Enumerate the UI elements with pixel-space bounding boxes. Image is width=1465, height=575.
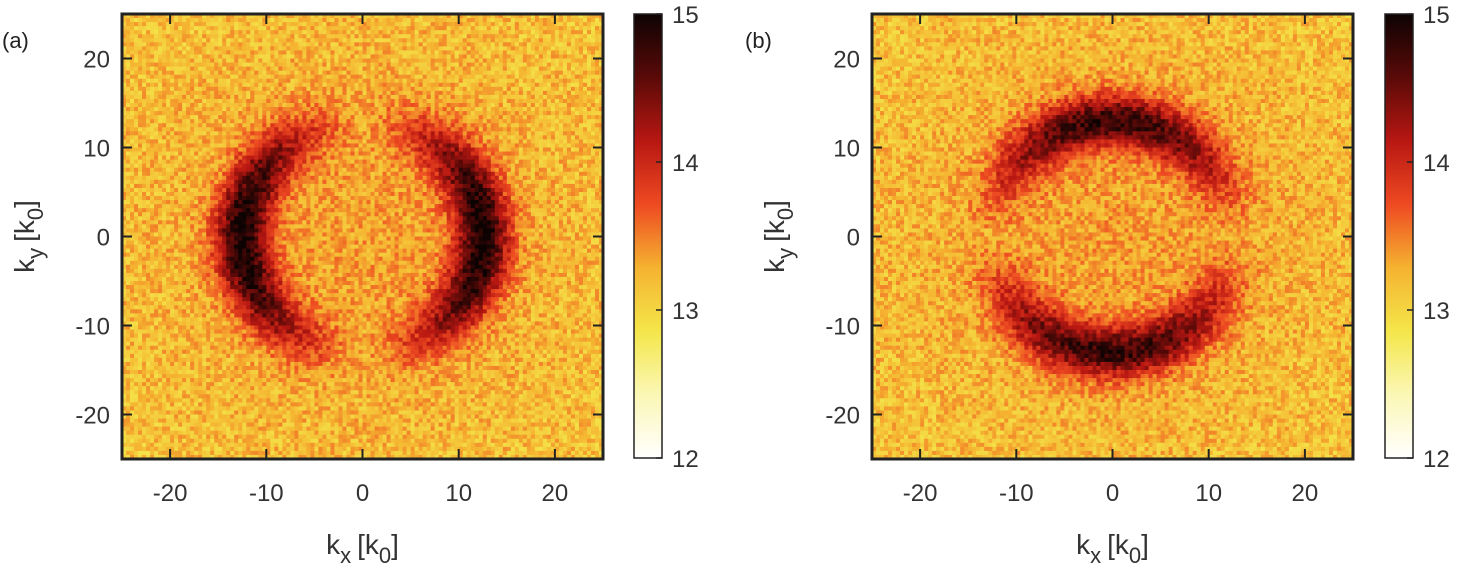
y-tick-label: 0 — [97, 225, 110, 252]
colorbar-tick-label: 14 — [1423, 150, 1450, 177]
x-tick-label: 0 — [1106, 480, 1119, 507]
y-tick-label: 10 — [83, 136, 110, 163]
y-tick-label: -10 — [825, 314, 860, 341]
colorbar-tick-label: 12 — [672, 446, 699, 473]
colorbar — [634, 14, 662, 458]
panel-a: -20 -10 0 10 20 -20 -10 0 10 20 kx [k0] ky[k0] (a) 12 1… — [2, 2, 699, 568]
colorbar-tick-label: 12 — [1423, 446, 1450, 473]
colorbar-tick-label: 13 — [672, 298, 699, 325]
x-tick-label: 10 — [445, 480, 472, 507]
y-tick-label: 10 — [833, 136, 860, 163]
y-tick-label: 20 — [83, 47, 110, 74]
colorbar-tick-label: 14 — [672, 150, 699, 177]
x-tick-label: -20 — [153, 480, 188, 507]
heatmap-a — [122, 14, 604, 460]
x-tick-label: 20 — [1292, 480, 1319, 507]
x-tick-label: 20 — [542, 480, 569, 507]
y-tick-label: -10 — [75, 314, 110, 341]
y-tick-label: 20 — [833, 47, 860, 74]
panel-label: (a) — [2, 28, 29, 53]
colorbar-tick-label: 15 — [1423, 2, 1450, 29]
y-tick-label: -20 — [75, 403, 110, 430]
colorbar — [1385, 14, 1413, 458]
y-axis-label: ky[k0] — [9, 200, 48, 273]
panel-label: (b) — [745, 28, 772, 53]
y-tick-label: 0 — [847, 225, 860, 252]
x-tick-label: -10 — [249, 480, 284, 507]
x-tick-label: -20 — [903, 480, 938, 507]
panel-b: -20 -10 0 10 20 -20 -10 0 10 20 kx [k0] ky[k0] (b) 12 1… — [745, 2, 1450, 568]
x-tick-label: 10 — [1195, 480, 1222, 507]
colorbar-tick-label: 13 — [1423, 298, 1450, 325]
x-tick-label: 0 — [356, 480, 369, 507]
x-axis-label: kx [k0] — [1076, 529, 1149, 568]
y-axis-label: ky[k0] — [759, 200, 798, 273]
colorbar-tick-label: 15 — [672, 2, 699, 29]
x-axis-label: kx [k0] — [326, 529, 399, 568]
y-tick-label: -20 — [825, 403, 860, 430]
heatmap-b — [872, 14, 1354, 460]
x-tick-label: -10 — [999, 480, 1034, 507]
